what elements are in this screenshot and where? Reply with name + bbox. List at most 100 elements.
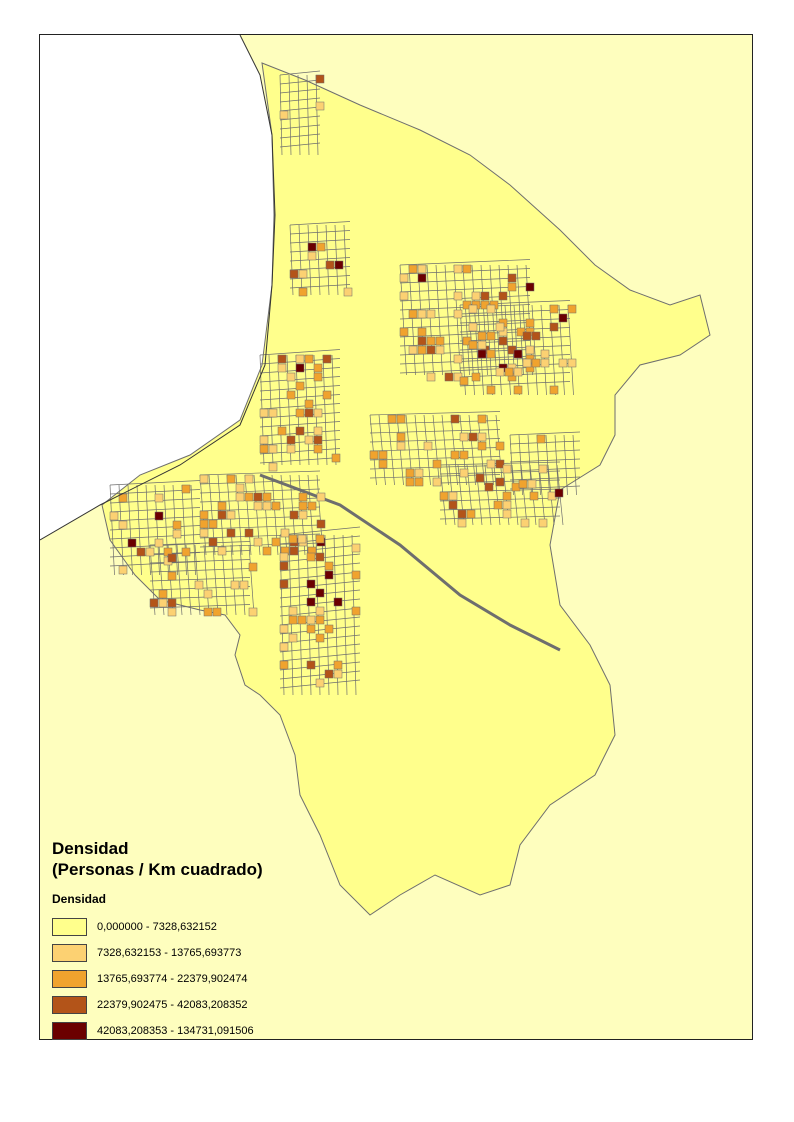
legend-swatch bbox=[52, 944, 87, 962]
street bbox=[259, 457, 341, 464]
census-block bbox=[459, 468, 469, 478]
census-block bbox=[271, 537, 281, 547]
census-block bbox=[295, 354, 305, 364]
census-block bbox=[450, 450, 460, 460]
census-block bbox=[127, 538, 137, 548]
street bbox=[145, 484, 151, 576]
census-block bbox=[462, 264, 472, 274]
street bbox=[408, 264, 416, 376]
street bbox=[493, 464, 501, 526]
street bbox=[324, 534, 330, 696]
census-block bbox=[315, 534, 325, 544]
census-block bbox=[280, 528, 290, 538]
street bbox=[549, 304, 556, 396]
street bbox=[369, 456, 501, 461]
street bbox=[316, 224, 321, 296]
census-block bbox=[324, 669, 334, 679]
street bbox=[149, 541, 251, 546]
census-block bbox=[208, 519, 218, 529]
street bbox=[288, 74, 292, 156]
census-block bbox=[518, 479, 528, 489]
census-block bbox=[549, 322, 559, 332]
census-block bbox=[208, 537, 218, 547]
street bbox=[489, 264, 497, 376]
census-block bbox=[468, 432, 478, 442]
census-block bbox=[145, 547, 155, 557]
main-road bbox=[259, 473, 561, 652]
census-block bbox=[324, 561, 334, 571]
street bbox=[259, 403, 341, 410]
census-block bbox=[262, 546, 272, 556]
census-block bbox=[513, 385, 523, 395]
street bbox=[279, 526, 361, 536]
legend-subtitle: Densidad bbox=[52, 892, 107, 906]
street bbox=[203, 544, 210, 616]
legend-item: 0,000000 - 7328,632152 bbox=[52, 914, 352, 940]
census-block bbox=[203, 607, 213, 617]
census-block bbox=[351, 570, 361, 580]
legend-label: 42083,208353 - 134731,091506 bbox=[97, 1025, 254, 1037]
census-block bbox=[453, 354, 463, 364]
census-block bbox=[253, 501, 263, 511]
census-block bbox=[154, 538, 164, 548]
census-block bbox=[432, 477, 442, 487]
census-block bbox=[466, 509, 476, 519]
census-block bbox=[295, 381, 305, 391]
census-block bbox=[172, 529, 182, 539]
census-block bbox=[226, 474, 236, 484]
census-block bbox=[554, 488, 564, 498]
census-block bbox=[324, 570, 334, 580]
street bbox=[279, 625, 361, 635]
street bbox=[279, 79, 321, 85]
street bbox=[262, 474, 270, 556]
census-block bbox=[432, 459, 442, 469]
street bbox=[538, 464, 546, 526]
census-block bbox=[507, 282, 517, 292]
census-block bbox=[279, 552, 289, 562]
census-block bbox=[540, 349, 550, 359]
legend-label: 22379,902475 - 42083,208352 bbox=[97, 999, 248, 1011]
census-block bbox=[502, 464, 512, 474]
census-block bbox=[313, 435, 323, 445]
street bbox=[432, 414, 440, 486]
census-block bbox=[295, 363, 305, 373]
legend: Densidad (Personas / Km cuadrado) Densid… bbox=[52, 838, 352, 1044]
census-block bbox=[549, 304, 559, 314]
census-block bbox=[306, 660, 316, 670]
census-block bbox=[520, 518, 530, 528]
census-block bbox=[351, 543, 361, 553]
census-block bbox=[286, 435, 296, 445]
census-block bbox=[109, 511, 119, 521]
census-block bbox=[484, 482, 494, 492]
census-block bbox=[435, 345, 445, 355]
census-block bbox=[298, 510, 308, 520]
census-block bbox=[527, 479, 537, 489]
street bbox=[149, 604, 251, 609]
density-map bbox=[40, 35, 752, 1039]
census-block bbox=[289, 269, 299, 279]
census-block bbox=[315, 74, 325, 84]
census-block bbox=[567, 358, 577, 368]
street bbox=[439, 515, 561, 520]
census-block bbox=[259, 435, 269, 445]
street bbox=[279, 70, 321, 76]
street bbox=[289, 239, 351, 244]
street bbox=[369, 414, 377, 486]
census-block bbox=[471, 372, 481, 382]
street bbox=[212, 544, 219, 616]
street bbox=[572, 434, 577, 496]
census-block bbox=[306, 615, 316, 625]
census-block bbox=[313, 444, 323, 454]
street bbox=[279, 142, 321, 148]
census-block bbox=[538, 464, 548, 474]
census-block bbox=[167, 598, 177, 608]
census-block bbox=[262, 501, 272, 511]
census-block bbox=[405, 477, 415, 487]
street bbox=[279, 580, 361, 590]
census-block bbox=[304, 399, 314, 409]
census-block bbox=[399, 291, 409, 301]
street bbox=[511, 464, 519, 526]
census-block bbox=[468, 322, 478, 332]
street bbox=[343, 224, 348, 296]
census-block bbox=[262, 492, 272, 502]
